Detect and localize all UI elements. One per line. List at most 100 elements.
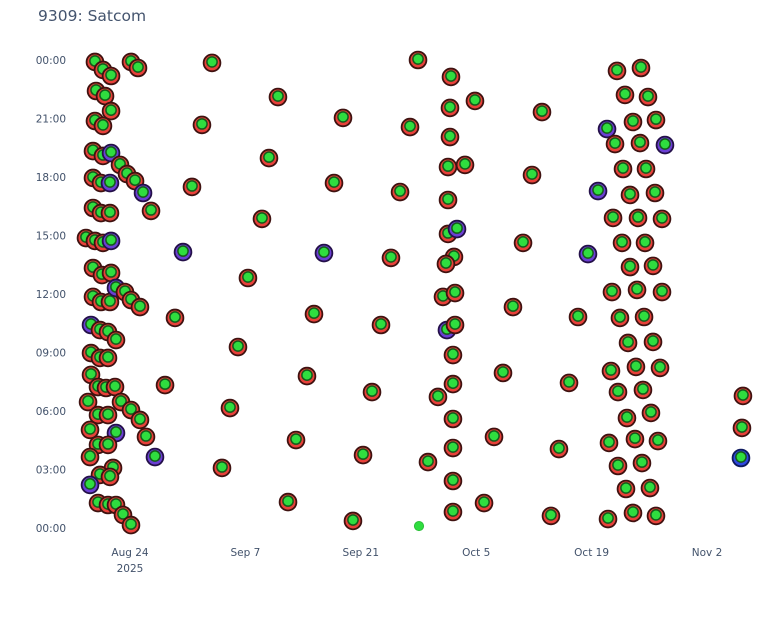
pass-marker-red-ring-pass[interactable] xyxy=(625,429,645,449)
pass-marker-red-ring-pass[interactable] xyxy=(182,177,202,197)
pass-marker-red-ring-pass[interactable] xyxy=(617,408,637,428)
pass-marker-red-ring-pass[interactable] xyxy=(626,357,646,377)
pass-marker-red-ring-pass[interactable] xyxy=(628,208,648,228)
pass-marker-red-ring-pass[interactable] xyxy=(465,91,485,111)
pass-marker-red-ring-pass[interactable] xyxy=(652,282,672,302)
pass-marker-red-ring-pass[interactable] xyxy=(443,409,463,429)
pass-marker-purple-ring-pass[interactable] xyxy=(578,244,598,264)
pass-marker-red-ring-pass[interactable] xyxy=(371,315,391,335)
pass-marker-red-ring-pass[interactable] xyxy=(623,503,643,523)
pass-marker-red-ring-pass[interactable] xyxy=(128,58,148,78)
pass-marker-red-ring-pass[interactable] xyxy=(121,515,141,535)
pass-marker-red-ring-pass[interactable] xyxy=(202,53,222,73)
pass-marker-purple-ring-pass[interactable] xyxy=(80,475,100,495)
pass-marker-red-ring-pass[interactable] xyxy=(278,492,298,512)
pass-marker-red-ring-pass[interactable] xyxy=(441,67,461,87)
pass-marker-red-ring-pass[interactable] xyxy=(503,297,523,317)
pass-marker-red-ring-pass[interactable] xyxy=(268,87,288,107)
pass-marker-red-ring-pass[interactable] xyxy=(541,506,561,526)
pass-marker-red-ring-pass[interactable] xyxy=(141,201,161,221)
pass-marker-red-ring-pass[interactable] xyxy=(228,337,248,357)
pass-marker-red-ring-pass[interactable] xyxy=(610,308,630,328)
pass-marker-purple-ring-pass[interactable] xyxy=(314,243,334,263)
pass-marker-red-ring-pass[interactable] xyxy=(80,420,100,440)
pass-marker-red-ring-pass[interactable] xyxy=(634,307,654,327)
pass-marker-red-ring-pass[interactable] xyxy=(605,134,625,154)
pass-marker-red-ring-pass[interactable] xyxy=(646,506,666,526)
pass-marker-red-ring-pass[interactable] xyxy=(641,403,661,423)
pass-marker-red-ring-pass[interactable] xyxy=(613,159,633,179)
pass-marker-red-ring-pass[interactable] xyxy=(608,382,628,402)
pass-marker-red-ring-pass[interactable] xyxy=(615,85,635,105)
pass-marker-red-ring-pass[interactable] xyxy=(645,183,665,203)
pass-marker-red-ring-pass[interactable] xyxy=(627,280,647,300)
pass-marker-red-ring-pass[interactable] xyxy=(549,439,569,459)
pass-marker-red-ring-pass[interactable] xyxy=(333,108,353,128)
pass-marker-red-ring-pass[interactable] xyxy=(445,283,465,303)
pass-marker-red-ring-pass[interactable] xyxy=(80,447,100,467)
pass-marker-red-ring-pass[interactable] xyxy=(493,363,513,383)
pass-marker-red-ring-pass[interactable] xyxy=(101,66,121,86)
pass-marker-blue-ring-pass[interactable] xyxy=(731,448,751,468)
pass-marker-red-ring-pass[interactable] xyxy=(616,479,636,499)
pass-marker-red-ring-pass[interactable] xyxy=(640,478,660,498)
pass-marker-red-ring-pass[interactable] xyxy=(443,374,463,394)
pass-marker-red-ring-pass[interactable] xyxy=(408,50,428,70)
pass-marker-red-ring-pass[interactable] xyxy=(400,117,420,137)
pass-marker-red-ring-pass[interactable] xyxy=(192,115,212,135)
pass-marker-red-ring-pass[interactable] xyxy=(353,445,373,465)
pass-marker-red-ring-pass[interactable] xyxy=(455,155,475,175)
pass-marker-red-ring-pass[interactable] xyxy=(130,410,150,430)
pass-marker-red-ring-pass[interactable] xyxy=(646,110,666,130)
pass-marker-red-ring-pass[interactable] xyxy=(638,87,658,107)
pass-marker-red-ring-pass[interactable] xyxy=(443,471,463,491)
pass-marker-red-ring-pass[interactable] xyxy=(324,173,344,193)
pass-marker-red-ring-pass[interactable] xyxy=(608,456,628,476)
pass-marker-purple-ring-pass[interactable] xyxy=(145,447,165,467)
pass-marker-red-ring-pass[interactable] xyxy=(297,366,317,386)
pass-marker-red-ring-pass[interactable] xyxy=(362,382,382,402)
pass-marker-red-ring-pass[interactable] xyxy=(438,190,458,210)
pass-marker-red-ring-pass[interactable] xyxy=(620,185,640,205)
pass-marker-red-ring-pass[interactable] xyxy=(93,116,113,136)
pass-marker-red-ring-pass[interactable] xyxy=(106,330,126,350)
pass-marker-red-ring-pass[interactable] xyxy=(532,102,552,122)
pass-marker-red-ring-pass[interactable] xyxy=(436,254,456,274)
pass-marker-red-ring-pass[interactable] xyxy=(252,209,272,229)
pass-marker-red-ring-pass[interactable] xyxy=(603,208,623,228)
pass-marker-red-ring-pass[interactable] xyxy=(440,98,460,118)
pass-marker-red-ring-pass[interactable] xyxy=(568,307,588,327)
pass-marker-red-ring-pass[interactable] xyxy=(238,268,258,288)
pass-marker-red-ring-pass[interactable] xyxy=(101,101,121,121)
pass-marker-red-ring-pass[interactable] xyxy=(130,297,150,317)
pass-marker-red-ring-pass[interactable] xyxy=(390,182,410,202)
pass-marker-red-ring-pass[interactable] xyxy=(98,405,118,425)
pass-marker-green-dot-only[interactable] xyxy=(413,520,425,532)
pass-marker-red-ring-pass[interactable] xyxy=(304,304,324,324)
pass-marker-purple-ring-pass[interactable] xyxy=(133,183,153,203)
pass-marker-red-ring-pass[interactable] xyxy=(259,148,279,168)
pass-marker-red-ring-pass[interactable] xyxy=(212,458,232,478)
pass-marker-red-ring-pass[interactable] xyxy=(522,165,542,185)
pass-marker-red-ring-pass[interactable] xyxy=(598,509,618,529)
pass-marker-red-ring-pass[interactable] xyxy=(732,418,752,438)
pass-marker-red-ring-pass[interactable] xyxy=(620,257,640,277)
pass-marker-red-ring-pass[interactable] xyxy=(631,58,651,78)
pass-marker-red-ring-pass[interactable] xyxy=(445,315,465,335)
pass-marker-red-ring-pass[interactable] xyxy=(100,467,120,487)
pass-marker-red-ring-pass[interactable] xyxy=(513,233,533,253)
pass-marker-red-ring-pass[interactable] xyxy=(607,61,627,81)
pass-marker-red-ring-pass[interactable] xyxy=(343,511,363,531)
pass-marker-red-ring-pass[interactable] xyxy=(98,348,118,368)
pass-marker-red-ring-pass[interactable] xyxy=(155,375,175,395)
pass-marker-red-ring-pass[interactable] xyxy=(100,203,120,223)
pass-marker-red-ring-pass[interactable] xyxy=(440,127,460,147)
pass-marker-purple-ring-pass[interactable] xyxy=(173,242,193,262)
pass-marker-red-ring-pass[interactable] xyxy=(165,308,185,328)
pass-marker-purple-ring-pass[interactable] xyxy=(655,135,675,155)
pass-marker-red-ring-pass[interactable] xyxy=(602,282,622,302)
pass-marker-red-ring-pass[interactable] xyxy=(105,377,125,397)
pass-marker-red-ring-pass[interactable] xyxy=(443,438,463,458)
pass-marker-red-ring-pass[interactable] xyxy=(78,392,98,412)
pass-marker-red-ring-pass[interactable] xyxy=(632,453,652,473)
